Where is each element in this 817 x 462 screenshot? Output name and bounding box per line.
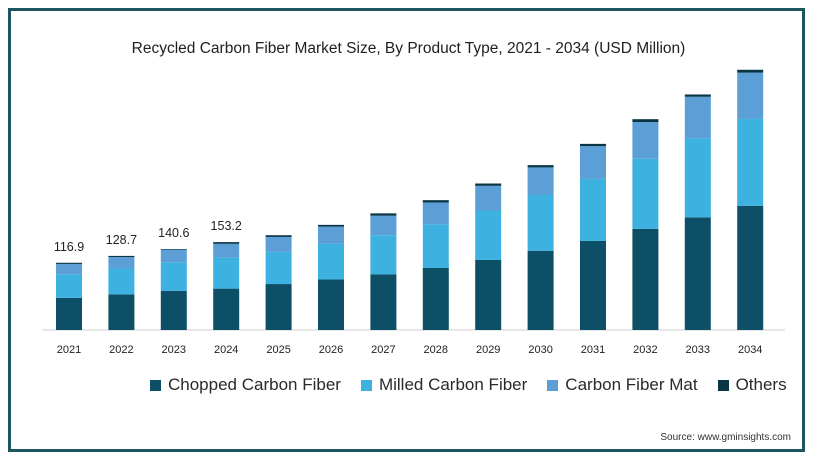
- x-tick-label-2030: 2030: [528, 344, 552, 356]
- bar-segment-milled-carbon-fiber-2028: [422, 224, 449, 268]
- bar-segment-others-2030: [527, 165, 554, 168]
- bar-segment-milled-carbon-fiber-2026: [318, 243, 344, 280]
- legend-item-milled: Milled Carbon Fiber: [360, 375, 528, 395]
- legend: Chopped Carbon Fiber Milled Carbon Fiber…: [150, 375, 807, 395]
- total-label-2022: 128.7: [106, 233, 137, 247]
- bar-segment-others-2028: [422, 200, 449, 203]
- bar-segment-milled-carbon-fiber-2024: [213, 257, 240, 289]
- bar-segment-chopped-carbon-fiber-2021: [56, 297, 82, 330]
- x-tick-label-2024: 2024: [214, 344, 238, 356]
- bar-segment-carbon-fiber-mat-2029: [475, 185, 502, 211]
- bar-segment-carbon-fiber-mat-2030: [527, 167, 554, 195]
- x-tick-label-2029: 2029: [476, 344, 500, 356]
- bar-segment-carbon-fiber-mat-2025: [265, 236, 292, 252]
- bar-segment-others-2031: [580, 143, 606, 147]
- bar-segment-carbon-fiber-mat-2027: [370, 215, 397, 236]
- bar-segment-carbon-fiber-mat-2034: [737, 72, 764, 119]
- chart-title: Recycled Carbon Fiber Market Size, By Pr…: [131, 40, 686, 57]
- labels-group: 2021 116.9 2022 128.7 2023 140.6 2024 153.2 2025…: [54, 219, 763, 356]
- bar-segment-others-2021: [56, 262, 82, 264]
- x-tick-label-2021: 2021: [57, 344, 81, 356]
- total-label-2021: 116.9: [54, 240, 84, 254]
- bar-segment-chopped-carbon-fiber-2033: [684, 217, 711, 330]
- bar-segment-milled-carbon-fiber-2034: [737, 118, 764, 206]
- bar-segment-carbon-fiber-mat-2026: [318, 226, 344, 244]
- x-tick-label-2022: 2022: [109, 344, 133, 356]
- legend-item-others: Others: [717, 375, 787, 395]
- legend-label: Chopped Carbon Fiber: [168, 375, 341, 394]
- bar-segment-others-2026: [318, 224, 344, 227]
- source-note: Source: www.gminsights.com: [660, 432, 791, 443]
- legend-item-chopped: Chopped Carbon Fiber: [150, 375, 341, 395]
- bar-segment-chopped-carbon-fiber-2030: [527, 250, 554, 330]
- bar-segment-chopped-carbon-fiber-2025: [265, 284, 292, 330]
- bar-segment-others-2024: [213, 242, 240, 244]
- bar-segment-others-2033: [684, 94, 711, 97]
- bar-segment-milled-carbon-fiber-2032: [632, 158, 659, 229]
- legend-swatch: [717, 379, 729, 391]
- bar-segment-chopped-carbon-fiber-2024: [213, 288, 240, 330]
- bar-segment-others-2029: [475, 183, 502, 186]
- x-tick-label-2025: 2025: [266, 344, 290, 356]
- bar-segment-carbon-fiber-mat-2032: [632, 122, 659, 159]
- legend-label: Others: [735, 375, 787, 394]
- bar-segment-others-2025: [265, 235, 292, 237]
- bar-segment-carbon-fiber-mat-2022: [108, 257, 135, 269]
- bar-segment-chopped-carbon-fiber-2032: [632, 228, 659, 330]
- bar-segment-others-2023: [160, 249, 187, 250]
- bar-segment-milled-carbon-fiber-2022: [108, 268, 135, 295]
- x-tick-label-2027: 2027: [371, 344, 395, 356]
- x-tick-label-2023: 2023: [162, 344, 186, 356]
- bar-segment-carbon-fiber-mat-2024: [213, 243, 240, 258]
- bar-segment-milled-carbon-fiber-2021: [56, 274, 82, 298]
- x-tick-label-2034: 2034: [738, 344, 762, 356]
- bar-segment-carbon-fiber-mat-2023: [160, 249, 187, 263]
- bar-segment-chopped-carbon-fiber-2026: [318, 279, 344, 330]
- total-label-2024: 153.2: [211, 219, 242, 233]
- x-tick-label-2033: 2033: [686, 344, 710, 356]
- bar-segment-milled-carbon-fiber-2023: [160, 262, 187, 291]
- legend-swatch: [547, 379, 559, 391]
- bar-segment-carbon-fiber-mat-2031: [580, 146, 606, 179]
- bar-segment-carbon-fiber-mat-2033: [684, 96, 711, 139]
- x-tick-label-2032: 2032: [633, 344, 657, 356]
- legend-label: Carbon Fiber Mat: [565, 375, 698, 394]
- bar-segment-chopped-carbon-fiber-2023: [160, 290, 187, 330]
- bar-segment-milled-carbon-fiber-2030: [527, 195, 554, 251]
- legend-label: Milled Carbon Fiber: [378, 375, 528, 394]
- bar-segment-chopped-carbon-fiber-2034: [737, 205, 764, 330]
- bar-segment-others-2034: [737, 69, 764, 73]
- bar-segment-others-2022: [108, 255, 135, 258]
- bars-group: [56, 69, 764, 330]
- bar-segment-chopped-carbon-fiber-2022: [108, 294, 135, 330]
- bar-segment-milled-carbon-fiber-2029: [475, 210, 502, 260]
- x-tick-label-2031: 2031: [581, 344, 605, 356]
- bar-segment-carbon-fiber-mat-2021: [56, 263, 82, 275]
- bar-segment-others-2027: [370, 213, 397, 216]
- chart-frame: [8, 8, 805, 452]
- x-tick-label-2026: 2026: [319, 344, 343, 356]
- x-tick-label-2028: 2028: [424, 344, 448, 356]
- bar-segment-chopped-carbon-fiber-2028: [422, 267, 449, 330]
- bar-segment-carbon-fiber-mat-2028: [422, 202, 449, 225]
- total-label-2023: 140.6: [158, 226, 189, 240]
- bar-segment-chopped-carbon-fiber-2031: [580, 240, 606, 330]
- bar-segment-milled-carbon-fiber-2025: [265, 251, 292, 285]
- bar-segment-milled-carbon-fiber-2031: [580, 178, 606, 241]
- bar-segment-others-2032: [632, 119, 659, 123]
- bar-segment-chopped-carbon-fiber-2029: [475, 259, 502, 330]
- bar-segment-milled-carbon-fiber-2027: [370, 235, 397, 275]
- legend-swatch: [150, 379, 161, 391]
- bar-segment-chopped-carbon-fiber-2027: [370, 274, 397, 330]
- legend-swatch: [360, 379, 372, 391]
- bar-segment-milled-carbon-fiber-2033: [684, 138, 711, 218]
- legend-item-mat: Carbon Fiber Mat: [547, 375, 698, 395]
